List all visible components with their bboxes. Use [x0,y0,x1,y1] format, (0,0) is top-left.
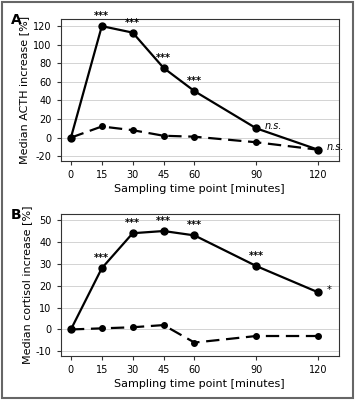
Text: n.s.: n.s. [326,142,344,152]
Text: *: * [326,285,331,295]
Text: ***: *** [156,216,171,226]
Text: ***: *** [156,53,171,63]
Text: ***: *** [125,218,140,228]
Y-axis label: Median cortisol increase [%]: Median cortisol increase [%] [22,205,32,364]
Y-axis label: Median ACTH increase [%]: Median ACTH increase [%] [19,16,29,164]
X-axis label: Sampling time point [minutes]: Sampling time point [minutes] [114,379,285,389]
Text: n.s.: n.s. [264,121,282,131]
Text: ***: *** [187,220,202,230]
Text: ***: *** [187,76,202,86]
Text: ***: *** [94,11,109,21]
Text: ***: *** [249,251,264,261]
X-axis label: Sampling time point [minutes]: Sampling time point [minutes] [114,184,285,194]
Text: B: B [11,208,21,222]
Text: ***: *** [94,253,109,263]
Text: A: A [11,13,21,27]
Text: ***: *** [125,18,140,28]
